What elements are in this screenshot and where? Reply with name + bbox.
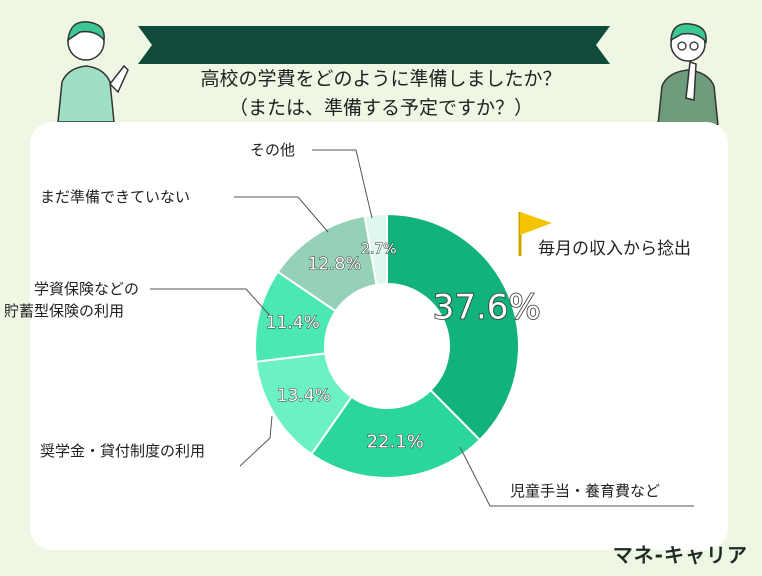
person-pointing-illustration [57, 21, 129, 122]
donut-slice [386, 212, 520, 442]
leader-line-scholarship [239, 415, 273, 467]
slice-value-label: 2.7% [361, 241, 397, 257]
slice-value-label: 11.4% [266, 313, 320, 333]
title-banner [138, 26, 610, 64]
leader-line-notyet [234, 196, 329, 233]
callout-insurance-line-1: 学資保険などの [34, 280, 140, 298]
leader-line-insurance [150, 288, 273, 319]
leader-line-other [312, 149, 373, 219]
person-thinking-illustration [657, 23, 719, 125]
callout-other: その他 [250, 141, 296, 159]
slice-value-label: 22.1% [367, 432, 424, 453]
leader-line-child [459, 446, 694, 507]
slice-value-label: 13.4% [277, 386, 331, 406]
donut-slice [363, 212, 388, 287]
slice-value-label: 37.6% [433, 288, 541, 328]
flag-icon [518, 212, 552, 256]
donut-slice [310, 388, 482, 479]
callout-insurance-line-2: 貯蓄型保険の利用 [4, 302, 125, 320]
callout-monthly-income: 毎月の収入から捻出 [538, 239, 691, 259]
question-line-1: 高校の学費をどのように準備しましたか？ [200, 68, 562, 90]
callout-scholarship: 奨学金・貸付制度の利用 [40, 442, 206, 460]
callout-child-allowance: 児童手当・養育費など [510, 482, 661, 500]
brand-logo: マネ-キャリア [612, 543, 748, 567]
question-line-2: （または、準備する予定ですか？） [228, 97, 533, 119]
slice-value-label: 12.8% [308, 254, 362, 274]
callout-not-yet: まだ準備できていない [40, 188, 191, 206]
